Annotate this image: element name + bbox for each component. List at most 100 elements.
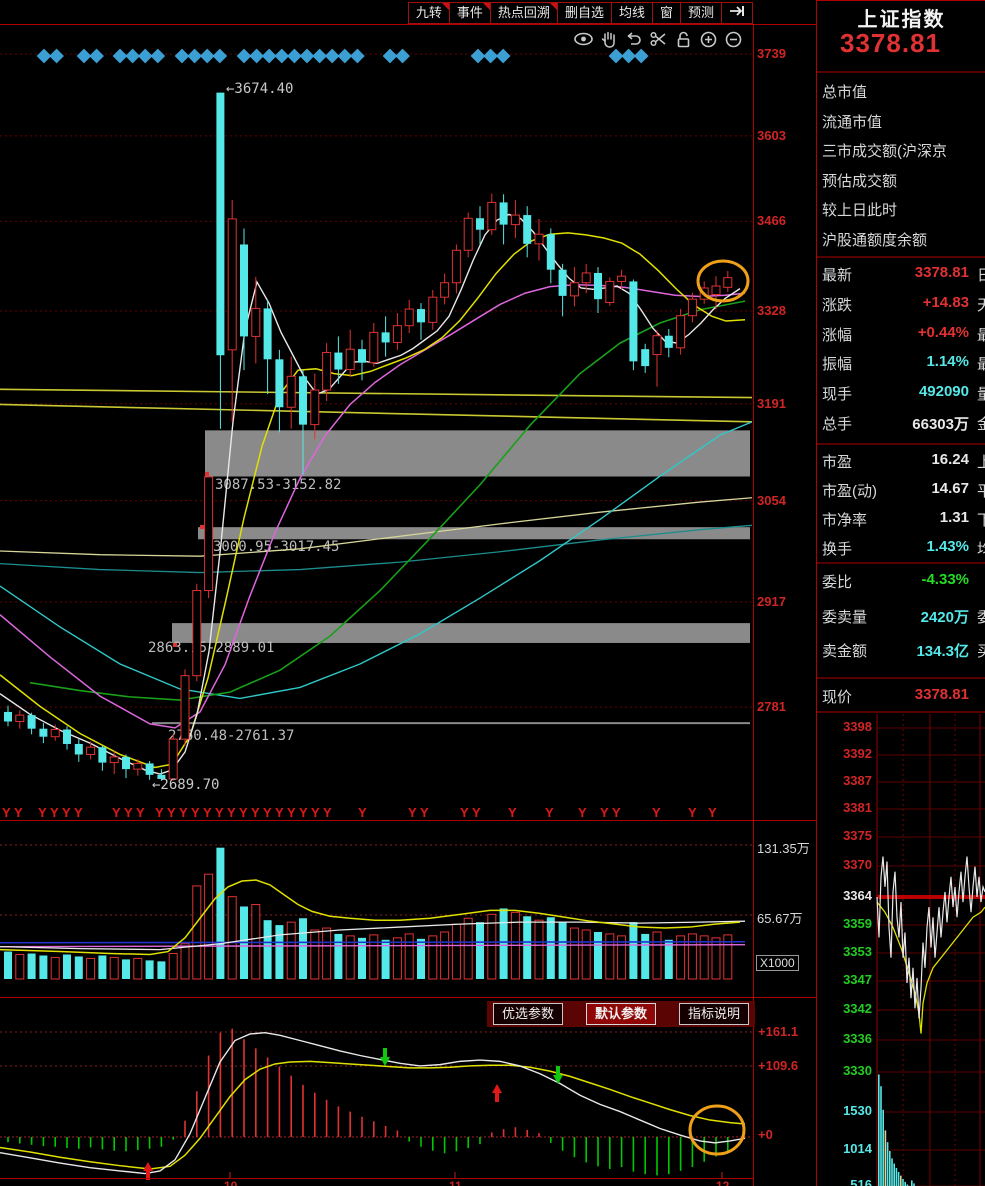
svg-text:Y: Y [420,805,429,820]
info-row-2-label: 流通市值 [822,113,883,131]
mini-price-label: 3370 [843,857,872,872]
eye-icon[interactable] [574,30,593,48]
flag-corner [549,2,557,10]
svg-text:Y: Y [38,805,47,820]
svg-text:Y: Y [167,805,176,820]
svg-text:Y: Y [287,805,296,820]
mini-price-label: 3342 [843,1001,872,1016]
mini-volume-label: 1530 [843,1103,872,1118]
price-axis-label: 2917 [757,593,786,609]
toolbar-button-1[interactable]: 九转 [407,1,450,24]
valuation-row-1-label: 市盈 [822,454,853,471]
order-row-3-clipped-text: 买 [976,643,985,660]
svg-text:Y: Y [323,805,332,820]
quote-row-3-label: 涨幅 [822,326,853,344]
mini-price-label: 3359 [843,916,872,931]
order-row-3-value: 134.3亿 [916,643,969,660]
svg-text:Y: Y [652,805,661,820]
svg-text:Y: Y [708,805,717,820]
svg-text:Y: Y [124,805,133,820]
hand-icon[interactable] [599,30,618,48]
volume-max-label: 131.35万 [757,841,810,856]
svg-text:Y: Y [263,805,272,820]
quote-row-1-clipped-text: 日 [976,267,985,284]
valuation-row-3-clipped-text: 下 [976,512,985,529]
flag-corner [482,2,490,10]
valuation-row-2-value: 14.67 [931,480,969,497]
svg-text:Y: Y [62,805,71,820]
svg-text:Y: Y [227,805,236,820]
toolbar-button-7[interactable]: 预测 [679,1,722,24]
mini-price-label: 3364 [843,888,872,903]
indicator-tab-2[interactable]: 默认参数 [585,1003,656,1025]
svg-text:Y: Y [408,805,417,820]
svg-text:Y: Y [136,805,145,820]
quote-row-4-label: 振幅 [822,356,853,374]
zoom-out-icon[interactable] [724,30,743,48]
price-axis-label: 3054 [757,492,786,508]
flag-corner [441,2,449,10]
svg-text:Y: Y [578,805,587,820]
month-axis-label: 10 [224,1179,238,1186]
valuation-row-4-label: 换手 [822,541,853,558]
quote-row-6-clipped-text: 金 [976,416,985,433]
lock-open-icon[interactable] [674,30,693,48]
valuation-row-2-label: 市盈(动) [822,483,877,500]
index-name: 上证指数 [857,9,946,31]
quote-row-5-clipped-text: 量 [976,386,985,404]
price-axis-label: 3191 [757,395,786,411]
svg-text:Y: Y [275,805,284,820]
quote-row-4-value: 1.14% [926,353,969,371]
order-row-1-label: 委比 [822,574,853,591]
toolbar-button-3[interactable]: 热点回溯 [489,1,558,24]
order-row-3-label: 卖金额 [822,643,868,660]
svg-text:Y: Y [311,805,320,820]
indicator-tab-3[interactable]: 指标说明 [678,1003,749,1025]
toolbar-button-6[interactable]: 窗 [651,1,681,24]
mini-price-label: 3375 [843,828,872,843]
svg-text:Y: Y [239,805,248,820]
valuation-row-2-clipped-text: 平 [976,483,985,500]
toolbar-button-2[interactable]: 事件 [448,1,491,24]
zoom-in-icon[interactable] [699,30,718,48]
price-axis-label: 3466 [757,213,786,229]
quote-row-5-label: 现手 [822,386,853,404]
toolbar-button-5[interactable]: 均线 [610,1,653,24]
macd-axis-label: +0 [758,1127,773,1142]
indicator-tab-1[interactable]: 优选参数 [493,1003,564,1025]
price-axis-label: 3739 [757,46,786,62]
valuation-row-3-label: 市净率 [822,512,868,529]
toolbar-button-4[interactable]: 删自选 [556,1,612,24]
quote-row-6-value: 66303万 [912,416,969,433]
valuation-row-4-value: 1.43% [926,538,969,555]
svg-text:Y: Y [460,805,469,820]
undo-icon[interactable] [624,30,643,48]
quote-row-2-clipped-text: 天 [976,296,985,314]
quote-row-2-value: +14.83 [922,293,969,311]
mini-price-label: 3392 [843,746,872,761]
svg-text:Y: Y [472,805,481,820]
quote-panel: 上证指数 3378.81 总市值 流通市值 三市成交额(沪深京 预估成交额 较上日此时沪… [818,0,985,1186]
svg-text:3000.95-3017.45: 3000.95-3017.45 [213,539,339,555]
quote-row-1-value: 3378.81 [914,264,969,281]
volume-unit-label: X1000 [756,955,799,971]
svg-text:←2689.70: ←2689.70 [152,777,219,793]
svg-text:Y: Y [358,805,367,820]
svg-text:Y: Y [215,805,224,820]
mini-price-label: 3398 [843,719,872,734]
valuation-row-1-clipped-text: 上 [976,454,985,471]
scissors-icon[interactable] [649,30,668,48]
svg-text:Y: Y [14,805,23,820]
valuation-row-1-value: 16.24 [931,451,969,468]
svg-text:3087.53-3152.82: 3087.53-3152.82 [215,477,341,493]
skip-to-end-icon[interactable] [721,1,753,24]
month-axis-label: 11 [449,1179,462,1186]
svg-text:Y: Y [545,805,554,820]
order-row-2-label: 委卖量 [822,608,868,626]
volume-mid-label: 65.67万 [757,911,803,926]
svg-text:Y: Y [74,805,83,820]
price-axis-label: 3603 [757,127,786,143]
svg-text:Y: Y [2,805,11,820]
svg-text:Y: Y [50,805,59,820]
